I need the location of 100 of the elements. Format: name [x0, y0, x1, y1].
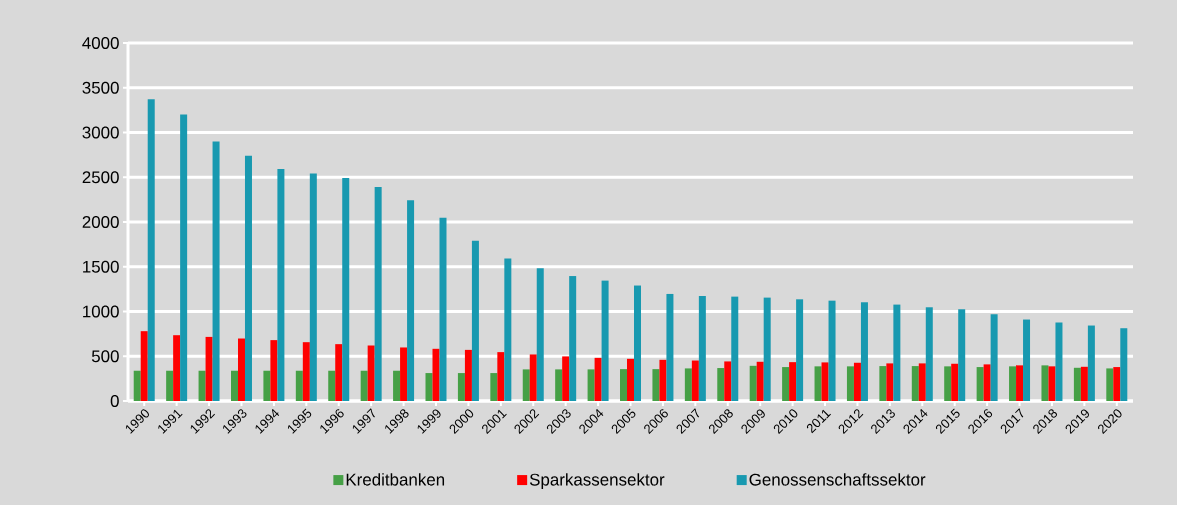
- bar: [166, 370, 174, 401]
- bar: [237, 338, 245, 401]
- bar: [684, 368, 692, 401]
- bar: [814, 366, 822, 401]
- y-tick-label: 500: [91, 350, 119, 363]
- bar: [763, 297, 771, 401]
- y-tick-label: 1000: [83, 305, 119, 318]
- bar: [367, 345, 375, 401]
- bar: [594, 357, 602, 401]
- bar: [666, 293, 674, 401]
- bar: [1120, 328, 1128, 401]
- bar: [789, 362, 797, 401]
- bar: [180, 114, 188, 401]
- bar: [432, 348, 440, 401]
- bar: [504, 258, 512, 401]
- bar: [263, 370, 271, 401]
- bar: [464, 349, 472, 401]
- bar: [951, 363, 959, 401]
- bar: [309, 173, 317, 401]
- bar: [1055, 322, 1063, 401]
- bar: [1023, 319, 1031, 401]
- bar: [439, 217, 447, 401]
- bar: [724, 361, 732, 401]
- bar: [1106, 368, 1114, 401]
- bar: [731, 296, 739, 401]
- bar: [198, 370, 206, 401]
- bar: [270, 340, 278, 401]
- bar: [205, 336, 213, 401]
- bar: [860, 302, 868, 401]
- bar: [587, 369, 595, 401]
- legend-label: Sparkassensektor: [529, 473, 665, 489]
- legend-label: Kreditbanken: [346, 473, 445, 486]
- bar: [536, 268, 544, 401]
- bar: [1041, 365, 1049, 401]
- bar: [627, 358, 635, 401]
- bar: [796, 299, 804, 401]
- bar: [393, 370, 401, 401]
- y-tick-label: 2500: [82, 171, 119, 184]
- bar: [958, 309, 966, 401]
- bar: [425, 373, 433, 401]
- bar: [717, 368, 725, 401]
- bar: [569, 276, 577, 401]
- bar: [295, 370, 303, 401]
- bar: [335, 344, 343, 401]
- bar: [1080, 366, 1088, 401]
- bar: [562, 356, 570, 401]
- bar: [749, 365, 757, 401]
- y-tick-label: 2000: [82, 215, 119, 228]
- bar: [691, 360, 699, 401]
- bar: [277, 169, 285, 401]
- bar: [976, 367, 984, 401]
- bar: [782, 367, 790, 401]
- bar: [983, 364, 991, 401]
- bar: [911, 366, 919, 401]
- bar: [1016, 365, 1024, 401]
- bar: [555, 369, 563, 401]
- bar: [756, 361, 764, 401]
- bar: [886, 363, 894, 401]
- bar: [634, 285, 642, 401]
- bar: [133, 370, 141, 401]
- bar: [497, 352, 505, 401]
- bar: [828, 300, 836, 401]
- bar: [853, 362, 861, 401]
- bar: [821, 362, 829, 401]
- bar: [230, 370, 238, 401]
- bar: [328, 370, 336, 401]
- bar: [173, 335, 181, 401]
- bar: [522, 369, 530, 401]
- bar: [620, 369, 628, 401]
- bar: [407, 200, 415, 401]
- bar: [140, 331, 148, 401]
- bar: [1113, 367, 1121, 401]
- legend-label: Genossenschaftssektor: [749, 473, 926, 486]
- bar: [925, 307, 933, 401]
- bar: [918, 363, 926, 401]
- bar: [659, 359, 667, 401]
- bar: [1087, 325, 1095, 401]
- bar: [893, 304, 901, 401]
- bar: [212, 141, 220, 401]
- bar: [302, 342, 310, 401]
- y-tick-label: 4000: [82, 36, 119, 49]
- bar: [244, 155, 252, 401]
- bar: [1048, 366, 1056, 401]
- bar: [490, 373, 498, 401]
- bar: [601, 280, 609, 401]
- bar: [342, 177, 350, 401]
- bar: [879, 366, 887, 401]
- bar: [944, 366, 952, 401]
- bar: [1009, 366, 1017, 401]
- y-tick-label: 0: [110, 394, 119, 407]
- bar: [147, 99, 155, 401]
- bar: [698, 296, 706, 401]
- bar: [652, 369, 660, 401]
- bar: [374, 186, 382, 401]
- y-tick-label: 1500: [83, 260, 119, 273]
- bar: [471, 240, 479, 401]
- bar: [990, 314, 998, 401]
- bar: [1073, 367, 1081, 401]
- bar: [360, 370, 368, 401]
- bar: [400, 347, 408, 401]
